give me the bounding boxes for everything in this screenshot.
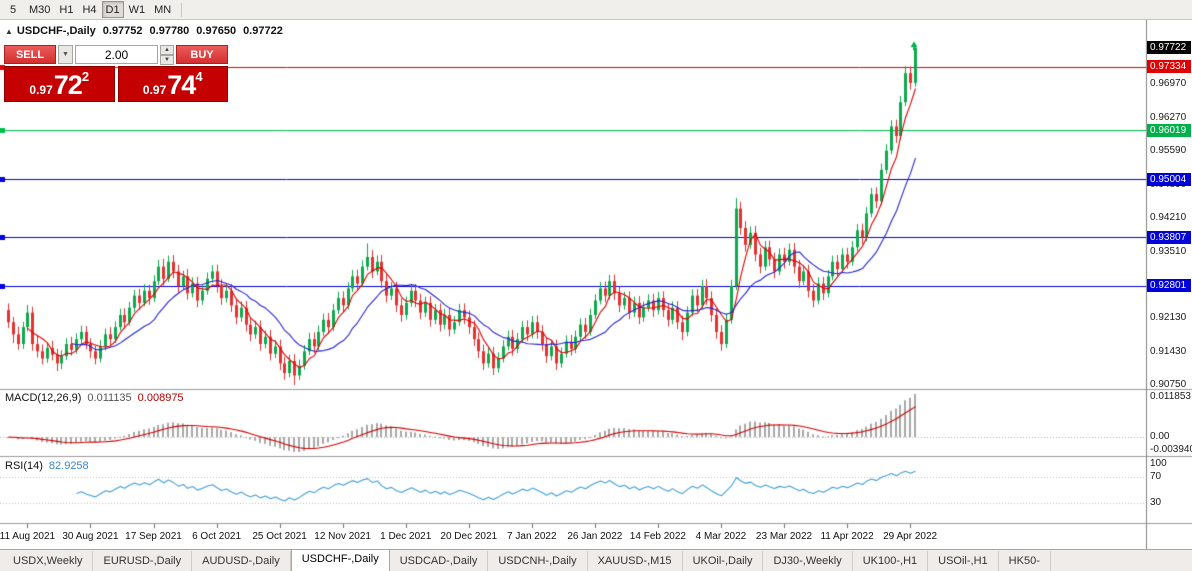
- price-level-tag: 0.93807: [1147, 230, 1191, 244]
- buy-price-prefix: 0.97: [142, 83, 167, 97]
- toolbar-divider: [181, 2, 183, 17]
- chart-tabs-bar: USDX,Weekly EURUSD-,Daily AUDUSD-,Daily USD…: [0, 549, 1192, 571]
- chart-header: ▲ USDCHF-,Daily 0.97752 0.97780 0.97650 …: [5, 25, 283, 37]
- price-chart-canvas[interactable]: [0, 20, 1192, 549]
- macd-label: MACD(12,26,9) 0.011135 0.008975: [5, 392, 184, 404]
- volume-decrease-button[interactable]: ▼: [160, 55, 174, 65]
- timeframe-button-d1[interactable]: D1: [101, 1, 124, 18]
- rsi-axis-lower: 30: [1150, 497, 1162, 509]
- buy-price-display[interactable]: 0.97 74 4: [117, 66, 228, 102]
- timeframe-button-m30[interactable]: M30: [29, 4, 51, 16]
- price-level-tag: 0.95004: [1147, 172, 1191, 186]
- date-label: 29 Apr 2022: [883, 531, 938, 542]
- volume-input[interactable]: [75, 45, 158, 64]
- date-label: 12 Nov 2021: [314, 531, 371, 542]
- rsi-axis-upper: 70: [1150, 470, 1162, 482]
- symbol-label: USDCHF-,Daily: [16, 25, 96, 37]
- timeframe-button-h1[interactable]: H1: [59, 4, 74, 16]
- tab-usdchf-daily[interactable]: USDCHF-,Daily: [290, 550, 390, 571]
- date-label: 7 Jan 2022: [507, 531, 557, 542]
- timeframe-button-w1[interactable]: W1: [128, 4, 146, 16]
- one-click-collapse-icon[interactable]: ▲: [5, 26, 13, 36]
- timeframe-button-h4[interactable]: H4: [82, 4, 97, 16]
- volume-spinner: ▲ ▼: [160, 45, 174, 65]
- price-axis-tick: 0.90750: [1150, 379, 1187, 391]
- tab-eurusd-daily[interactable]: EURUSD-,Daily: [93, 551, 193, 571]
- date-label: 11 Apr 2022: [820, 531, 874, 542]
- volume-increase-button[interactable]: ▲: [160, 45, 174, 55]
- tab-usdx-weekly[interactable]: USDX,Weekly: [3, 551, 94, 571]
- macd-axis-max: 0.011853: [1150, 391, 1191, 402]
- chart-region: ▲ USDCHF-,Daily 0.97752 0.97780 0.97650 …: [0, 20, 1192, 549]
- macd-axis-min: -0.003940: [1150, 444, 1192, 455]
- date-label: 14 Feb 2022: [629, 531, 686, 542]
- rsi-value: 82.9258: [48, 460, 89, 472]
- price-level-tag: 0.92801: [1147, 279, 1191, 293]
- tab-usdcnh-daily[interactable]: USDCNH-,Daily: [488, 551, 588, 571]
- date-label: 1 Dec 2021: [380, 531, 432, 542]
- timeframe-button-mn[interactable]: MN: [154, 4, 172, 16]
- price-axis-tick: 0.96270: [1150, 112, 1187, 124]
- rsi-label: RSI(14) 82.9258: [5, 460, 89, 472]
- timeframe-toolbar: 5 M30 H1 H4 D1 W1 MN: [0, 0, 1192, 20]
- price-axis-tick: 0.94210: [1150, 211, 1187, 223]
- date-label: 30 Aug 2021: [62, 531, 119, 542]
- date-label: 20 Dec 2021: [440, 531, 498, 542]
- tab-dj30-weekly[interactable]: DJ30-,Weekly: [763, 551, 853, 571]
- macd-signal-value: 0.008975: [137, 392, 184, 404]
- tab-uk100-h1[interactable]: UK100-,H1: [853, 551, 929, 571]
- time-axis[interactable]: 11 Aug 2021 30 Aug 2021 17 Sep 2021 6 Oct 2…: [0, 524, 1146, 549]
- price-axis-tick: 0.95590: [1150, 145, 1187, 157]
- price-axis-tick: 0.96970: [1150, 78, 1187, 90]
- price-level-tag: 0.97334: [1147, 60, 1191, 74]
- buy-price-big-digits: 74: [167, 70, 196, 100]
- sell-price-display[interactable]: 0.97 72 2: [4, 66, 115, 102]
- date-label: 25 Oct 2021: [252, 531, 307, 542]
- tab-xauusd-m15[interactable]: XAUUSD-,M15: [588, 551, 683, 571]
- macd-axis-zero: 0.00: [1150, 431, 1170, 443]
- rsi-name: RSI(14): [5, 460, 43, 472]
- current-price-tag: 0.97722: [1147, 41, 1191, 55]
- sell-price-prefix: 0.97: [29, 83, 53, 97]
- price-axis-tick: 0.92130: [1150, 312, 1187, 324]
- date-label: 11 Aug 2021: [0, 531, 56, 542]
- tab-audusd-daily[interactable]: AUDUSD-,Daily: [192, 551, 291, 571]
- tab-hk50[interactable]: HK50-: [999, 551, 1051, 571]
- sell-price-big-digits: 72: [53, 70, 83, 100]
- sell-price-pipette: 2: [81, 69, 90, 84]
- ohlc-open: 0.97752: [102, 25, 143, 37]
- sell-button[interactable]: SELL: [4, 45, 56, 64]
- ohlc-low: 0.97650: [196, 25, 237, 37]
- date-label: 23 Mar 2022: [755, 531, 813, 542]
- volume-dropdown-icon[interactable]: ▼: [58, 45, 73, 64]
- price-axis-tick: 0.93510: [1150, 245, 1187, 257]
- price-axis-tick: 0.91430: [1150, 346, 1187, 358]
- macd-main-value: 0.011135: [87, 392, 132, 404]
- price-axis[interactable]: 0.969700.962700.955900.948900.942100.935…: [1146, 20, 1192, 549]
- buy-price-pipette: 4: [195, 69, 203, 84]
- tab-usdcad-daily[interactable]: USDCAD-,Daily: [390, 551, 489, 571]
- buy-button[interactable]: BUY: [176, 45, 228, 64]
- rsi-axis-top: 100: [1150, 458, 1167, 469]
- date-label: 17 Sep 2021: [125, 531, 182, 542]
- date-label: 26 Jan 2022: [567, 531, 623, 542]
- tab-ukoil-daily[interactable]: UKOil-,Daily: [683, 551, 764, 571]
- macd-name: MACD(12,26,9): [5, 392, 82, 404]
- ohlc-close: 0.97722: [243, 25, 283, 37]
- price-level-tag: 0.96019: [1147, 123, 1191, 137]
- timeframe-button-5[interactable]: 5: [9, 4, 17, 16]
- tab-usoil-h1[interactable]: USOil-,H1: [928, 551, 999, 571]
- date-label: 6 Oct 2021: [192, 531, 242, 542]
- one-click-trading-panel: SELL ▼ ▲ ▼ BUY 0.97 72 2 0.97 74 4: [4, 45, 228, 102]
- date-label: 4 Mar 2022: [695, 531, 747, 542]
- ohlc-high: 0.97780: [149, 25, 190, 37]
